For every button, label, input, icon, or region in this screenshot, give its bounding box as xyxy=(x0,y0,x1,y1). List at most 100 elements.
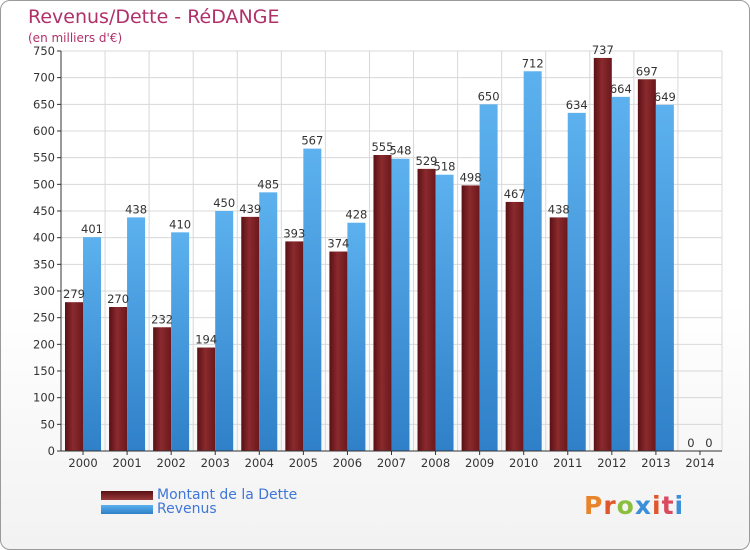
bar-revenus-2000 xyxy=(83,237,101,451)
bar-revenus-2004 xyxy=(259,192,278,452)
data-label-revenus-2004: 485 xyxy=(257,177,279,191)
logo-letter: i xyxy=(652,491,662,520)
legend-swatch-revenus xyxy=(101,504,153,514)
logo-letter: P xyxy=(584,491,604,520)
logo-letter: i xyxy=(674,491,685,520)
bar-dette-2013 xyxy=(637,79,656,452)
bar-dette-2000 xyxy=(65,302,83,451)
y-tick-label: 200 xyxy=(33,337,55,351)
bar-dette-2007 xyxy=(373,155,392,451)
y-tick-label: 0 xyxy=(48,444,55,458)
bar-dette-2009 xyxy=(461,185,480,451)
bar-revenus-2005 xyxy=(303,148,322,451)
logo-letter: x xyxy=(634,491,652,520)
proxiti-logo: Proxiti xyxy=(584,491,684,520)
x-tick-label: 2001 xyxy=(112,456,141,470)
data-label-revenus-2011: 634 xyxy=(566,98,588,112)
x-tick-label: 2000 xyxy=(68,456,97,470)
data-label-dette-2013: 697 xyxy=(636,64,658,78)
data-label-revenus-2010: 712 xyxy=(522,56,544,70)
x-tick-label: 2007 xyxy=(377,456,406,470)
data-label-dette-2004: 439 xyxy=(239,202,261,216)
data-label-revenus-2003: 450 xyxy=(213,196,235,210)
bar-revenus-2012 xyxy=(611,96,630,451)
bar-dette-2005 xyxy=(285,241,304,451)
legend-item-revenus: Revenus xyxy=(101,501,217,517)
y-tick-label: 750 xyxy=(33,44,55,58)
legend-item-dette: Montant de la Dette xyxy=(101,487,298,503)
chart-title: Revenus/Dette - RéDANGE xyxy=(28,6,280,28)
logo-letter: r xyxy=(603,491,617,520)
y-tick-label: 150 xyxy=(33,364,55,378)
data-labels: 279 401 270 438 232 410 194 450 439 485 393 567 374 4… xyxy=(63,43,713,450)
data-label-dette-2014: 0 xyxy=(687,436,694,450)
bar-dette-2002 xyxy=(153,327,172,451)
data-label-revenus-2009: 650 xyxy=(478,89,500,103)
x-tick-label: 2014 xyxy=(685,456,714,470)
y-tick-label: 500 xyxy=(33,177,55,191)
bar-dette-2001 xyxy=(109,307,128,451)
legend-label-revenus: Revenus xyxy=(157,501,217,517)
data-label-revenus-2000: 401 xyxy=(81,222,103,236)
data-label-dette-2010: 467 xyxy=(504,187,526,201)
x-tick-label: 2008 xyxy=(421,456,450,470)
x-tick-label: 2012 xyxy=(597,456,626,470)
y-tick-label: 700 xyxy=(33,71,55,85)
x-tick-label: 2003 xyxy=(201,456,230,470)
bar-dette-2010 xyxy=(505,201,524,451)
x-tick-label: 2011 xyxy=(553,456,582,470)
y-tick-label: 100 xyxy=(33,391,55,405)
legend-label-dette: Montant de la Dette xyxy=(157,487,298,503)
y-tick-label: 600 xyxy=(33,124,55,138)
bar-revenus-2009 xyxy=(479,104,498,451)
y-tick-label: 300 xyxy=(33,284,55,298)
y-tick-label: 250 xyxy=(33,311,55,325)
y-tick-label: 550 xyxy=(33,151,55,165)
data-label-dette-2005: 393 xyxy=(283,226,305,240)
bar-revenus-2007 xyxy=(391,158,410,451)
data-label-revenus-2012: 664 xyxy=(610,82,632,96)
data-label-revenus-2008: 518 xyxy=(434,160,456,174)
x-tick-label: 2009 xyxy=(465,456,494,470)
data-label-revenus-2006: 428 xyxy=(345,208,367,222)
bar-dette-2006 xyxy=(329,251,348,451)
data-label-dette-2011: 438 xyxy=(548,202,570,216)
bar-revenus-2001 xyxy=(127,217,146,451)
x-tick-label: 2002 xyxy=(157,456,186,470)
y-tick-label: 50 xyxy=(40,417,55,431)
y-tick-label: 400 xyxy=(33,231,55,245)
legend-swatch-dette xyxy=(101,490,153,500)
bar-revenus-2006 xyxy=(347,222,366,451)
x-tick-label: 2006 xyxy=(333,456,362,470)
bar-revenus-2011 xyxy=(567,112,586,451)
x-tick-label: 2013 xyxy=(641,456,670,470)
bar-dette-2003 xyxy=(197,347,216,451)
data-label-revenus-2013: 649 xyxy=(654,90,676,104)
data-label-revenus-2007: 548 xyxy=(389,144,411,158)
x-tick-label: 2005 xyxy=(289,456,318,470)
data-label-revenus-2001: 438 xyxy=(125,202,147,216)
bar-revenus-2010 xyxy=(523,71,542,452)
x-tick-label: 2010 xyxy=(509,456,538,470)
logo-letter: t xyxy=(661,491,675,520)
axes: 0 50 100 150 200 250 300 350 400 450 500 550 600 650 7… xyxy=(33,44,722,470)
data-label-dette-2000: 279 xyxy=(63,287,85,301)
y-tick-label: 450 xyxy=(33,204,55,218)
bar-dette-2011 xyxy=(549,217,568,451)
data-label-revenus-2014: 0 xyxy=(705,436,712,450)
data-label-dette-2006: 374 xyxy=(327,237,349,251)
x-tick-label: 2004 xyxy=(245,456,274,470)
bar-dette-2004 xyxy=(241,216,260,451)
data-label-revenus-2005: 567 xyxy=(301,134,323,148)
bar-revenus-2008 xyxy=(435,174,454,451)
logo-letter: o xyxy=(616,491,635,520)
data-label-dette-2001: 270 xyxy=(107,292,129,306)
chart-subtitle: (en milliers d'€) xyxy=(28,31,123,45)
data-label-dette-2002: 232 xyxy=(151,312,173,326)
data-label-dette-2008: 529 xyxy=(416,154,438,168)
bar-revenus-2002 xyxy=(171,232,190,451)
y-tick-label: 650 xyxy=(33,97,55,111)
data-label-dette-2009: 498 xyxy=(460,170,482,184)
